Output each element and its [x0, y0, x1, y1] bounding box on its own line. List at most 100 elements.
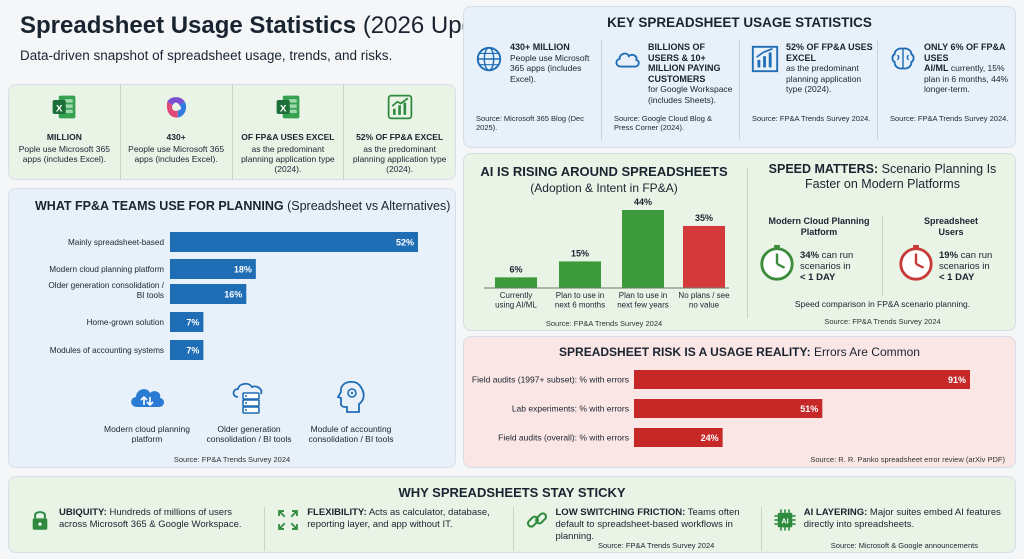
risk-bar: [634, 399, 823, 418]
key-stat-title: BILLIONS OF USERS & 10+ MILLION PAYING C…: [648, 42, 721, 84]
planning-category-label: Mainly spreadsheet-based: [68, 238, 164, 247]
key-stat-body-text: as the predominant planning application …: [786, 63, 862, 94]
key-stat: BILLIONS OF USERS & 10+ MILLION PAYING C…: [602, 40, 740, 140]
key-stat: 52% OF FP&A USES EXCEL as the predominant…: [740, 40, 878, 140]
speed-pct: 19%: [939, 250, 959, 261]
page-header: Spreadsheet Usage Statistics (2026 Updat…: [20, 12, 517, 63]
sticky-title: WHY SPREADSHEETS STAY STICKY: [398, 485, 626, 500]
risk-bar-label: 91%: [948, 375, 966, 385]
key-stat-title-tail: AI/ML: [924, 63, 949, 73]
sticky-text: AI LAYERING: Major suites embed AI featu…: [804, 507, 1001, 531]
page-title: Spreadsheet Usage Statistics (2026 Updat…: [20, 12, 517, 39]
speed-section: SPEED MATTERS: Scenario Planning Is Fast…: [750, 154, 1015, 330]
sticky-text: LOW SWITCHING FRICTION: Teams often defa…: [556, 507, 753, 543]
planning-bar: [170, 259, 256, 279]
key-stat-body: AI/ML currently, 15% plan in 6 months, 4…: [924, 63, 1011, 95]
section-divider: [747, 168, 748, 318]
top-card-body: Pople use Microsoft 365 apps (includes E…: [18, 144, 110, 164]
svg-text:AI: AI: [781, 516, 788, 525]
risk-category-label: Field audits (1997+ subset): % with erro…: [472, 375, 629, 385]
ai-category-label: No plans / see no value: [678, 291, 730, 310]
speed-text: can run scenarios in: [800, 250, 854, 272]
clock-red-icon: [897, 244, 935, 287]
cloud-icon: [612, 44, 642, 79]
ai-bar-chart: 6% Currently using AI/ML 15% Plan to use in n…: [484, 197, 730, 310]
speed-text: can run scenarios in: [939, 250, 993, 272]
planning-bar: [170, 312, 204, 332]
sticky-source: Source: FP&A Trends Survey 2024: [597, 541, 715, 550]
key-stats-panel: KEY SPREADSHEET USAGE STATISTICS 430+ MI…: [463, 6, 1016, 148]
sticky-bold: LOW SWITCHING FRICTION:: [555, 507, 686, 518]
key-stat-title: 52% OF FP&A USES EXCEL: [786, 42, 873, 63]
sticky-bold: FLEXIBILITY:: [307, 507, 367, 518]
key-stat-body-text: currently, 15% plan in 6 months, 44% lon…: [924, 63, 1009, 94]
sticky-item: FLEXIBILITY: Acts as calculator, databas…: [265, 507, 514, 551]
ai-speed-panel: AI IS RISING AROUND SPREADSHEETS (Adopti…: [463, 153, 1016, 331]
key-stat-text: 52% OF FP&A USES EXCEL as the predominant…: [786, 42, 873, 95]
sticky-body: Teams often default to spreadsheet-based…: [555, 507, 740, 542]
sticky-item: AI AI LAYERING: Major suites embed AI fea…: [762, 507, 1009, 551]
planning-title: WHAT FP&A TEAMS USE FOR PLANNING (Spread…: [35, 199, 451, 213]
risk-bar-label: 24%: [701, 433, 719, 443]
top-card-title: 430+: [166, 132, 186, 142]
globe-icon: [474, 44, 504, 79]
top-card-body: as the predominant planning application …: [352, 144, 447, 174]
planning-bar-label: 7%: [186, 346, 199, 356]
ai-category-label: Currently using AI/ML: [495, 291, 537, 310]
key-stats-title: KEY SPREADSHEET USAGE STATISTICS: [607, 15, 872, 30]
risk-panel: SPREADSHEET RISK IS A USAGE REALITY: Err…: [463, 336, 1016, 468]
lock-icon: [27, 507, 53, 538]
planning-tool-label: Module of accounting consolidation / BI …: [308, 424, 394, 444]
planning-tool: Module of accounting consolidation / BI …: [303, 377, 399, 444]
speed-heading: Modern Cloud Planning Platform: [768, 216, 870, 237]
key-stat-body-text: for Google Workspace (includes Sheets).: [648, 84, 733, 105]
planning-tool-label: Older generation consolidation / BI tool…: [206, 424, 292, 444]
top-card-title: 52% OF FP&A EXCEL: [356, 132, 444, 142]
ai-bar-label: 35%: [695, 213, 713, 223]
key-stat: 430+ MILLION People use Microsoft 365 app…: [464, 40, 602, 140]
bar-chart-icon: [750, 44, 780, 79]
speed-bold: < 1 DAY: [800, 272, 836, 283]
ai-bar-label: 6%: [509, 264, 522, 274]
planning-bar: [170, 284, 247, 304]
key-stat-source: Source: FP&A Trends Survey 2024.: [890, 114, 1009, 123]
planning-bar-label: 16%: [224, 290, 242, 300]
sticky-item: UBIQUITY: Hundreds of millions of users …: [17, 507, 266, 551]
ai-subtitle: (Adoption & Intent in FP&A): [530, 181, 678, 195]
key-stat-title: ONLY 6% OF FP&A USES: [924, 42, 1006, 63]
ai-bar: [495, 277, 537, 288]
planning-bar-label: 52%: [396, 238, 414, 248]
risk-bar: [634, 428, 723, 447]
ai-chip-icon: AI: [772, 507, 798, 538]
speed-stat: 19% can run scenarios in < 1 DAY: [939, 250, 1015, 283]
ai-section: AI IS RISING AROUND SPREADSHEETS (Adopti…: [464, 154, 744, 330]
planning-category-label: Home-grown solution: [87, 318, 165, 327]
microsoft-365-icon: [162, 93, 190, 126]
brain-gear-icon: [331, 377, 371, 422]
planning-category-label: Older generation consolidation / BI tools: [48, 281, 164, 300]
planning-bar-label: 18%: [234, 265, 252, 275]
excel-icon: X: [274, 93, 302, 126]
sticky-bold: UBIQUITY:: [59, 507, 107, 518]
key-stat-text: ONLY 6% OF FP&A USES AI/ML currently, 15%…: [924, 42, 1011, 95]
cloud-upload-icon: [127, 377, 167, 422]
top-card-title: OF FP&A USES EXCEL: [241, 132, 335, 142]
key-stat-body: as the predominant planning application …: [786, 63, 873, 95]
ai-bar: [559, 261, 601, 288]
ai-source: Source: FP&A Trends Survey 2024: [545, 319, 663, 328]
ai-category-label: Plan to use in next 6 months: [555, 291, 605, 310]
planning-category-label: Modern cloud planning platform: [49, 265, 164, 274]
ai-bar: [622, 210, 664, 288]
key-stat-text: BILLIONS OF USERS & 10+ MILLION PAYING C…: [648, 42, 735, 105]
sticky-text: UBIQUITY: Hundreds of millions of users …: [59, 507, 256, 531]
brain-icon: [888, 44, 918, 79]
database-server-icon: [229, 377, 269, 422]
top-card: X MILLION Pople use Microsoft 365 apps (in…: [9, 85, 121, 179]
sticky-text: FLEXIBILITY: Acts as calculator, databas…: [307, 507, 504, 531]
risk-title: SPREADSHEET RISK IS A USAGE REALITY: Err…: [559, 345, 920, 359]
sticky-body: Hundreds of millions of users across Mic…: [59, 507, 242, 530]
planning-tool-label: Modern cloud planning platform: [103, 424, 190, 444]
top-card: 52% OF FP&A EXCEL as the predominant plan…: [344, 85, 455, 179]
planning-source: Source: FP&A Trends Survey 2024: [173, 455, 291, 464]
key-stat-body: People use Microsoft 365 apps (includes …: [510, 53, 597, 85]
